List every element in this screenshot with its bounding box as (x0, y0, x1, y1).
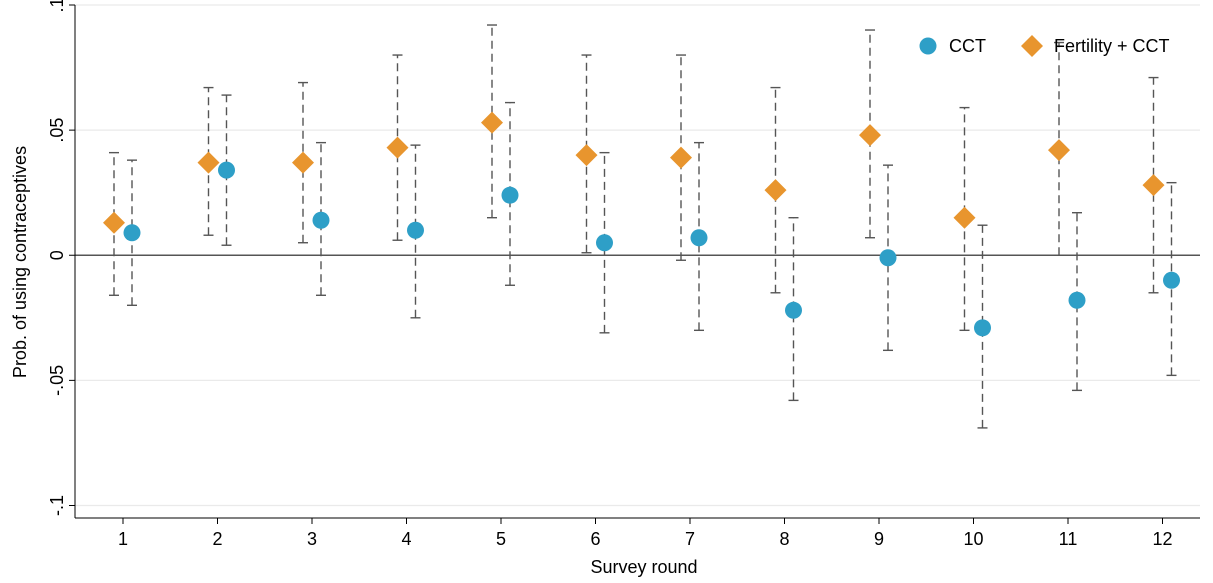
cct-point (596, 234, 613, 252)
cct-point (312, 211, 330, 229)
legend-label: CCT (949, 36, 986, 56)
y-tick-label: -.1 (47, 495, 67, 516)
cct-point (879, 249, 897, 267)
x-tick-label: 5 (496, 529, 506, 549)
fertility-cct-point (575, 144, 598, 167)
grid-lines (75, 4, 1200, 507)
fertility-cct-point (197, 151, 220, 174)
fertility-cct-point (1048, 139, 1070, 162)
x-axis-title: Survey round (590, 557, 697, 577)
x-tick-label: 8 (779, 529, 789, 549)
legend-fertility-cct-marker (1021, 35, 1043, 57)
legend-cct-marker (919, 37, 937, 55)
fertility-cct-point (953, 206, 976, 229)
legend: CCT Fertility + CCT (919, 35, 1170, 57)
x-tick-label: 1 (118, 529, 128, 549)
data-series (103, 24, 1180, 429)
x-tick-label: 11 (1059, 529, 1078, 549)
y-tick-label: .05 (47, 118, 67, 143)
cct-point (1068, 291, 1086, 309)
cct-point (785, 301, 802, 319)
fertility-cct-point (1142, 174, 1165, 197)
cct-point (690, 229, 708, 247)
x-tick-label: 9 (874, 529, 884, 549)
y-tick-label: 0 (47, 250, 67, 260)
axes: -.1-.050.05.11 2 3 4 5 6 7 8 9 10 11 12 (47, 0, 1200, 549)
cct-point (407, 221, 424, 239)
x-tick-label: 12 (1152, 529, 1172, 549)
cct-point (218, 161, 235, 179)
fertility-cct-point (481, 111, 503, 134)
x-tick-label: 3 (307, 529, 317, 549)
x-tick-label: 6 (590, 529, 600, 549)
cct-point (1163, 271, 1180, 289)
x-tick-label: 2 (212, 529, 222, 549)
cct-point (974, 319, 991, 337)
x-tick-label: 10 (963, 529, 983, 549)
x-tick-label: 7 (685, 529, 695, 549)
fertility-cct-point (764, 179, 787, 202)
y-axis-title: Prob. of using contraceptives (10, 146, 30, 378)
fertility-cct-point (103, 211, 125, 234)
x-tick-label: 4 (401, 529, 411, 549)
legend-label: Fertility + CCT (1054, 36, 1170, 56)
cct-point (501, 186, 519, 204)
fertility-cct-point (859, 124, 881, 147)
fertility-cct-point (292, 151, 314, 174)
cct-point (123, 224, 141, 242)
fertility-cct-point (670, 146, 692, 169)
y-tick-label: .1 (47, 0, 67, 13)
fertility-cct-point (386, 136, 409, 159)
y-tick-label: -.05 (47, 365, 67, 396)
